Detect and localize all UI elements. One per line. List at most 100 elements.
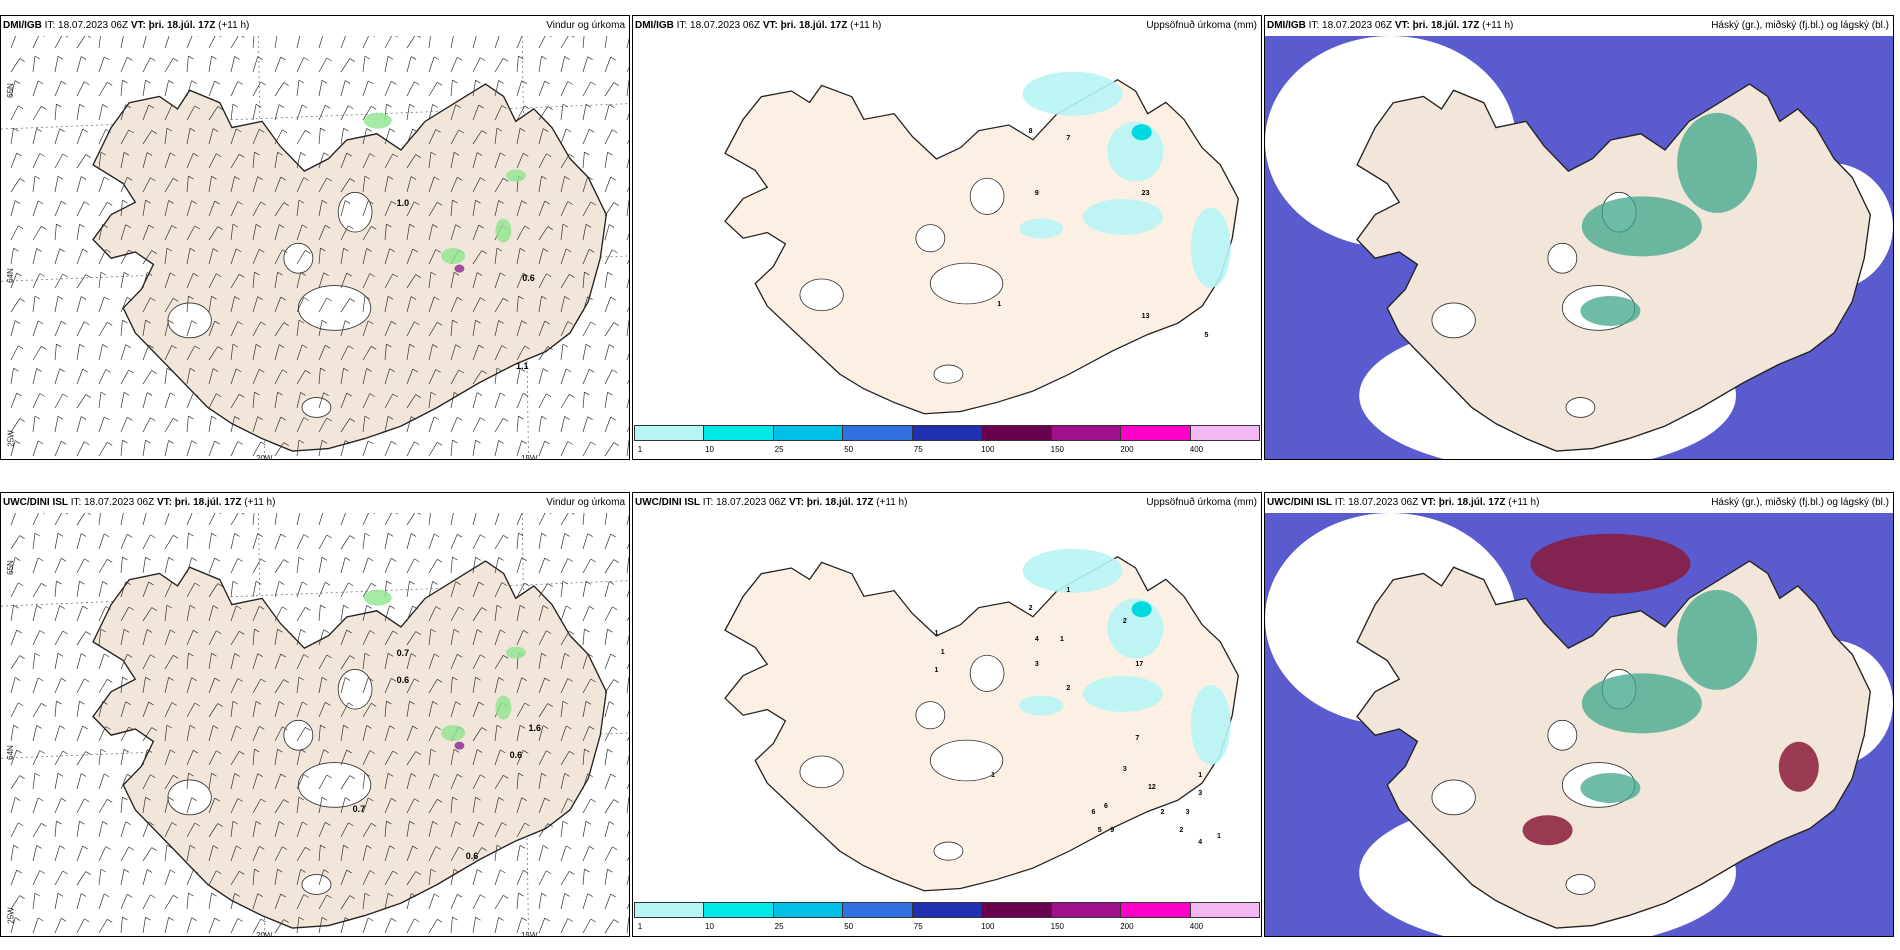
graticule-label: 65N [5, 560, 15, 575]
map-area: 1.0 0.6 1.1 65N 64N 20W 15W 25W [1, 31, 629, 460]
colorbar-labels: 1 10 25 50 75 100 150 200 400 [634, 443, 1260, 457]
valid-time: VT: þri. 18.júl. 17Z [788, 497, 874, 508]
init-time: IT: 18.07.2023 06Z [1334, 497, 1419, 508]
precip-patch [363, 112, 392, 129]
colorbar-segment [982, 426, 1052, 440]
value-label: 12 [1147, 784, 1156, 792]
colorbar-segment [843, 903, 913, 917]
high-cloud-shading [1522, 533, 1819, 846]
value-label: 2 [1179, 827, 1184, 835]
precip-patch [495, 695, 512, 720]
model-name: DMI/IGB [1267, 20, 1306, 31]
lead-time: (+11 h) [244, 497, 276, 508]
value-label: 0.6 [465, 851, 479, 862]
map-area [1265, 36, 1893, 459]
value-label: 4 [1198, 839, 1203, 847]
colorbar-tick-label: 150 [1050, 922, 1065, 931]
accumulated-precip-shading [1019, 71, 1231, 288]
value-label: 8 [1028, 128, 1033, 136]
value-label: 3 [1122, 765, 1127, 773]
colorbar-segment [912, 426, 983, 440]
value-label: 2 [1160, 808, 1165, 816]
panel-title: Uppsöfnuð úrkoma (mm) [1146, 497, 1257, 508]
value-label: 4 [1034, 636, 1039, 644]
iceland-landmass [724, 79, 1239, 415]
map-area: 8 7 9 23 1 13 5 [633, 36, 1261, 438]
value-label: 5 [1204, 331, 1209, 339]
graticule-label: 64N [5, 745, 15, 760]
precip-patch [495, 218, 512, 243]
value-label: 2 [1066, 685, 1071, 693]
value-label: 1 [934, 667, 939, 674]
graticule-label: 20W [256, 931, 273, 937]
valid-time: VT: þri. 18.júl. 17Z [1420, 497, 1506, 508]
precip-heavy-patch [454, 264, 465, 273]
colorbar-segment [704, 903, 774, 917]
map-area: 0.7 0.6 1.6 0.6 0.7 0.6 65N 64N 20W 15W 25W [1, 508, 629, 937]
value-label: 3 [1198, 790, 1203, 798]
map-svg [1, 31, 629, 459]
value-label: 6 [1091, 808, 1096, 816]
graticule-label: 15W [521, 454, 538, 460]
panel-header: DMI/IGB IT: 18.07.2023 06Z VT: þri. 18.j… [1265, 16, 1893, 36]
map-svg [1265, 36, 1893, 459]
panel-title: Vindur og úrkoma [546, 20, 625, 31]
panel-header: DMI/IGB IT: 18.07.2023 06Z VT: þri. 18.j… [633, 16, 1261, 36]
mid-cloud-shading [1580, 589, 1758, 803]
colorbar-segment [1051, 426, 1122, 440]
init-time: IT: 18.07.2023 06Z [1308, 20, 1393, 31]
colorbar-tick-label: 75 [913, 922, 923, 931]
colorbar-tick-label: 1 [637, 445, 643, 454]
panel-clouds-1: UWC/DINI ISL IT: 18.07.2023 06Z VT: þri.… [1264, 492, 1894, 937]
panel-wind-0: DMI/IGB IT: 18.07.2023 06Z VT: þri. 18.j… [0, 15, 630, 460]
colorbar-tick-label: 150 [1050, 445, 1065, 454]
init-time: IT: 18.07.2023 06Z [44, 20, 129, 31]
value-label: 13 [1141, 313, 1150, 321]
graticule-label: 15W [521, 931, 538, 937]
colorbar-tick-label: 200 [1120, 445, 1134, 454]
init-time: IT: 18.07.2023 06Z [676, 20, 761, 31]
map-svg [724, 548, 1239, 892]
panel-title: Uppsöfnuð úrkoma (mm) [1146, 20, 1257, 31]
lead-time: (+11 h) [850, 20, 882, 31]
value-label: 0.6 [396, 675, 410, 686]
graticule-label: 25W [6, 430, 16, 447]
colorbar-tick-label: 400 [1189, 445, 1204, 454]
panel-wind-1: UWC/DINI ISL IT: 18.07.2023 06Z VT: þri.… [0, 492, 630, 937]
map-area [1265, 513, 1893, 936]
value-label: 0.7 [352, 804, 366, 815]
value-label: 0.6 [522, 272, 535, 283]
colorbar [634, 902, 1260, 918]
colorbar-tick-label: 75 [913, 445, 923, 454]
colorbar-tick-label: 100 [981, 922, 995, 931]
graticule-label: 20W [256, 454, 273, 460]
wind-barbs [10, 508, 629, 934]
value-label: 23 [1141, 190, 1150, 197]
value-label: 7 [1135, 734, 1140, 742]
colorbar-tick-label: 25 [774, 922, 784, 931]
precip-patch [363, 589, 392, 606]
panel-title: Háský (gr.), miðský (fj.bl.) og lágský (… [1711, 20, 1889, 31]
value-label: 1 [940, 648, 945, 656]
colorbar-tick-label: 25 [774, 445, 784, 454]
graticule-label: 64N [5, 268, 15, 283]
value-label: 7 [1066, 134, 1071, 142]
panel-clouds-0: DMI/IGB IT: 18.07.2023 06Z VT: þri. 18.j… [1264, 15, 1894, 460]
colorbar-tick-label: 400 [1189, 922, 1204, 931]
colorbar-segment [1051, 903, 1122, 917]
colorbar-tick-label: 50 [844, 445, 854, 454]
precip-patch [441, 724, 466, 741]
panel-header: UWC/DINI ISL IT: 18.07.2023 06Z VT: þri.… [633, 493, 1261, 513]
model-name: UWC/DINI ISL [635, 497, 700, 508]
colorbar-segment [635, 903, 705, 917]
colorbar-tick-label: 10 [705, 445, 714, 454]
colorbar-segment [1190, 426, 1259, 440]
precip-patch [441, 247, 466, 264]
precip-heavy-patch [454, 741, 465, 750]
value-label: 1.0 [396, 198, 410, 209]
model-name: UWC/DINI ISL [1267, 497, 1332, 508]
value-label: 5 [1097, 827, 1102, 835]
iceland-landmass [92, 560, 607, 929]
value-label: 3 [1185, 808, 1190, 816]
valid-time: VT: þri. 18.júl. 17Z [130, 20, 216, 31]
